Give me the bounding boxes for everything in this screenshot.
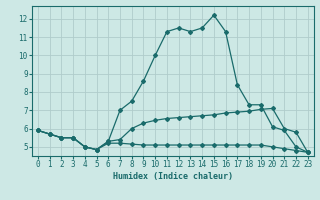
X-axis label: Humidex (Indice chaleur): Humidex (Indice chaleur) [113,172,233,181]
